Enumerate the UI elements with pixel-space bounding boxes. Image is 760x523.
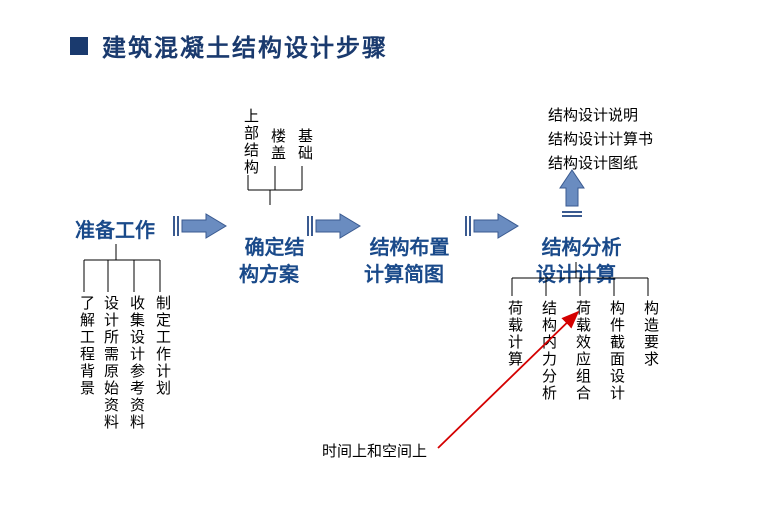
node-label: 结构布置 计算简图 [364, 237, 450, 286]
node-label: 结构分析 设计计算 [536, 237, 622, 286]
node-scheme: 确定结 构方案 [230, 208, 308, 289]
node-prep: 准备工作 [70, 218, 160, 245]
child-label: 荷载计算 [504, 300, 525, 368]
node-label: 确定结 构方案 [239, 237, 305, 286]
child-label: 构件截面设计 [606, 300, 627, 402]
node-label: 准备工作 [75, 220, 155, 242]
child-label: 收集设计参考资料 [126, 295, 147, 431]
child-label: 楼盖 [267, 128, 288, 162]
child-label: 基础 [294, 128, 315, 162]
child-label: 设计所需原始资料 [100, 295, 121, 431]
output-label: 结构设计图纸 [548, 152, 638, 176]
child-label: 上部结构 [240, 108, 261, 176]
node-layout: 结构布置 计算简图 [358, 208, 450, 289]
title-bullet [70, 37, 88, 55]
page-title: 建筑混凝土结构设计步骤 [102, 28, 388, 63]
title-row: 建筑混凝土结构设计步骤 [70, 28, 388, 63]
node-analysis: 结构分析 设计计算 [530, 208, 622, 289]
output-label: 结构设计说明 [548, 104, 638, 128]
child-label: 构造要求 [640, 300, 661, 368]
child-label: 荷载效应组合 [572, 300, 593, 402]
child-label: 结构内力分析 [538, 300, 559, 402]
child-label: 制定工作计划 [152, 295, 173, 397]
red-annotation-text: 时间上和空间上 [322, 440, 427, 464]
output-label: 结构设计计算书 [548, 128, 653, 152]
child-label: 了解工程背景 [76, 295, 97, 397]
